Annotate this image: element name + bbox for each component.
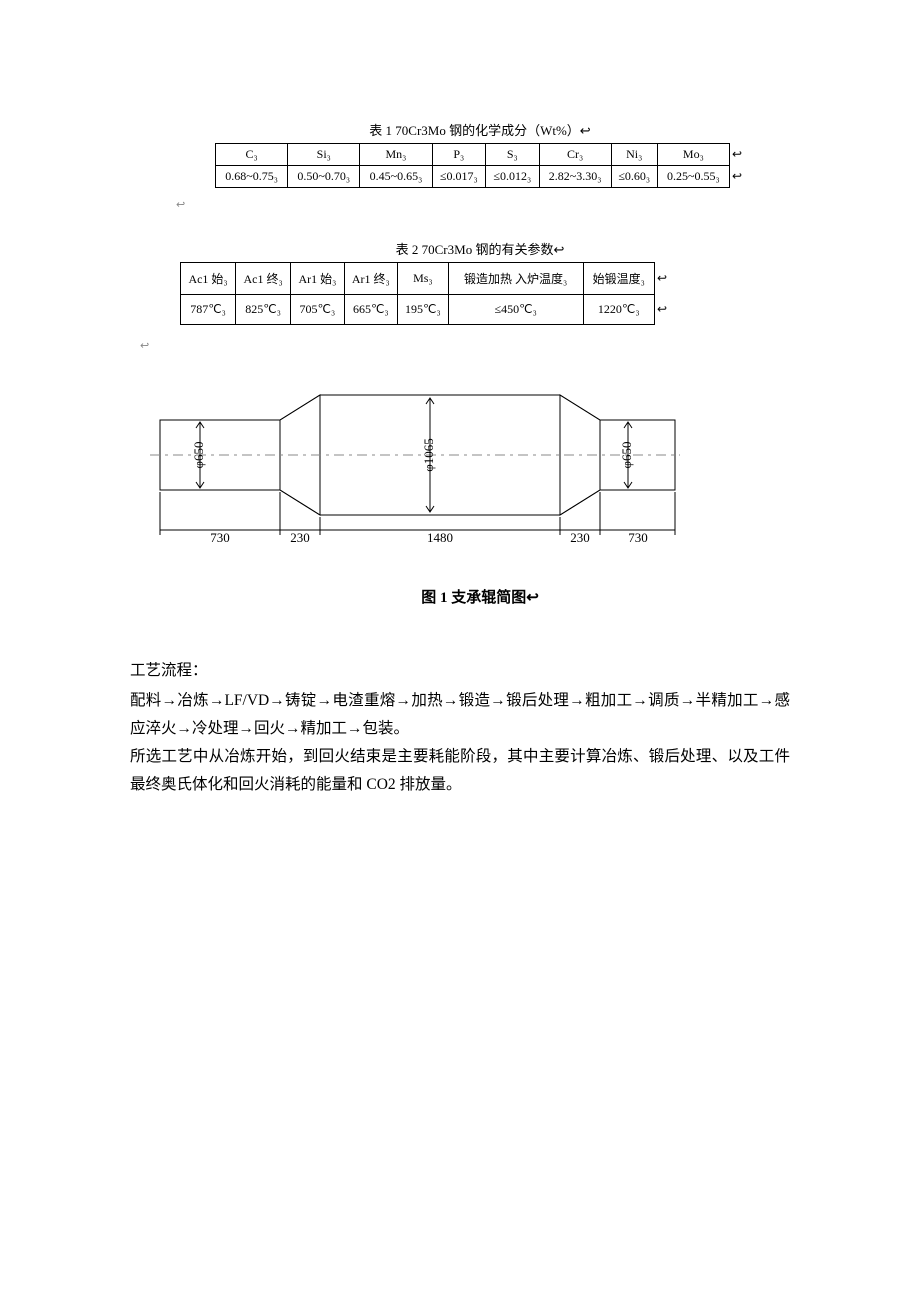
table1-value-row: 0.68~0.75₃ 0.50~0.70₃ 0.45~0.65₃ ≤0.017₃… xyxy=(216,166,745,188)
table1-v7: 0.25~0.55₃ xyxy=(657,166,729,188)
table1-v3: ≤0.017₃ xyxy=(432,166,486,188)
table1-v6: ≤0.60₃ xyxy=(611,166,657,188)
table2-v2: 705℃₃ xyxy=(291,295,344,325)
dim1: 230 xyxy=(290,530,310,545)
table1: C₃ Si₃ Mn₃ P₃ S₃ Cr₃ Ni₃ Mo₃ ↩ 0.68~0.75… xyxy=(215,143,745,188)
table1-h1: Si₃ xyxy=(288,144,360,166)
dim4: 730 xyxy=(628,530,648,545)
table2: Ac1 始₃ Ac1 终₃ Ar1 始₃ Ar1 终₃ Ms₃ 锻造加热 入炉温… xyxy=(180,262,670,325)
table1-title: 表 1 70Cr3Mo 钢的化学成分（Wt%）↩ xyxy=(170,120,790,139)
table2-v4: 195℃₃ xyxy=(398,295,449,325)
ret-mark: ↩ xyxy=(654,295,669,325)
table2-v0: 787℃₃ xyxy=(181,295,236,325)
table2-h2: Ar1 始₃ xyxy=(291,263,344,295)
table2-value-row: 787℃₃ 825℃₃ 705℃₃ 665℃₃ 195℃₃ ≤450℃₃ 122… xyxy=(181,295,670,325)
process-body-2: 所选工艺中从冶炼开始，到回火结束是主要耗能阶段，其中主要计算冶炼、锻后处理、以及… xyxy=(130,743,790,799)
table2-h0: Ac1 始₃ xyxy=(181,263,236,295)
phi-right: φ650 xyxy=(619,441,634,468)
table1-h3: P₃ xyxy=(432,144,486,166)
table2-h6: 始锻温度₃ xyxy=(583,263,654,295)
table1-h4: S₃ xyxy=(486,144,540,166)
ret-mark: ↩ xyxy=(176,198,790,211)
table2-h3: Ar1 终₃ xyxy=(344,263,397,295)
table1-v0: 0.68~0.75₃ xyxy=(216,166,288,188)
table1-h6: Ni₃ xyxy=(611,144,657,166)
ret-mark: ↩ xyxy=(729,166,744,188)
table2-v6: 1220℃₃ xyxy=(583,295,654,325)
dim0: 730 xyxy=(210,530,230,545)
table1-h7: Mo₃ xyxy=(657,144,729,166)
ret-mark: ↩ xyxy=(140,339,790,352)
phi-left: φ650 xyxy=(191,441,206,468)
table1-header-row: C₃ Si₃ Mn₃ P₃ S₃ Cr₃ Ni₃ Mo₃ ↩ xyxy=(216,144,745,166)
table2-v3: 665℃₃ xyxy=(344,295,397,325)
ret-mark: ↩ xyxy=(729,144,744,166)
figure-caption: 图 1 支承辊简图↩ xyxy=(170,586,790,607)
table2-title: 表 2 70Cr3Mo 钢的有关参数↩ xyxy=(170,239,790,258)
table2-v1: 825℃₃ xyxy=(236,295,291,325)
process-heading: 工艺流程： xyxy=(130,657,790,685)
table1-h0: C₃ xyxy=(216,144,288,166)
table1-v4: ≤0.012₃ xyxy=(486,166,540,188)
roller-svg: φ650 φ1065 φ650 730 230 1480 230 730 xyxy=(140,380,680,545)
table2-header-row: Ac1 始₃ Ac1 终₃ Ar1 始₃ Ar1 终₃ Ms₃ 锻造加热 入炉温… xyxy=(181,263,670,295)
process-body-1: 配料→冶炼→LF/VD→铸锭→电渣重熔→加热→锻造→锻后处理→粗加工→调质→半精… xyxy=(130,687,790,743)
table2-h1: Ac1 终₃ xyxy=(236,263,291,295)
dim2: 1480 xyxy=(427,530,453,545)
table1-v5: 2.82~3.30₃ xyxy=(539,166,611,188)
phi-center: φ1065 xyxy=(421,438,436,472)
table2-h5: 锻造加热 入炉温度₃ xyxy=(448,263,583,295)
table1-h5: Cr₃ xyxy=(539,144,611,166)
table1-v1: 0.50~0.70₃ xyxy=(288,166,360,188)
roller-diagram: φ650 φ1065 φ650 730 230 1480 230 730 xyxy=(140,380,700,550)
table2-v5: ≤450℃₃ xyxy=(448,295,583,325)
table1-v2: 0.45~0.65₃ xyxy=(360,166,432,188)
table1-h2: Mn₃ xyxy=(360,144,432,166)
dim3: 230 xyxy=(570,530,590,545)
ret-mark: ↩ xyxy=(654,263,669,295)
table2-h4: Ms₃ xyxy=(398,263,449,295)
